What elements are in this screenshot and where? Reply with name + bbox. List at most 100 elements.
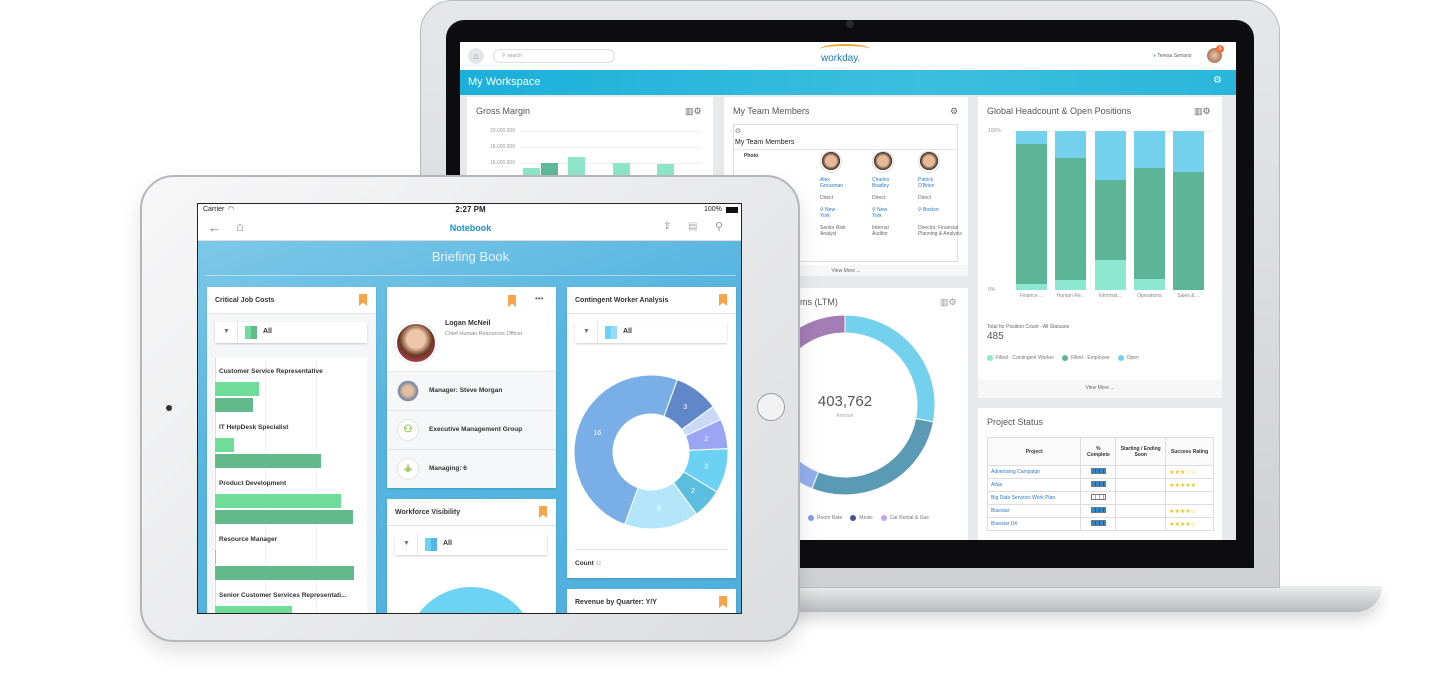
chart-gear-icon[interactable]: ▥⚙ [940,297,957,307]
chart-gear-icon[interactable]: ▥⚙ [1194,106,1211,116]
table-row[interactable]: Bluestar ★★★★☆ [986,504,1214,518]
bookmark-icon[interactable] [359,294,367,306]
gear-icon[interactable]: ⚙ [1213,75,1222,86]
filter-dropdown[interactable]: ▼ All [575,322,727,343]
filter-dropdown[interactable]: ▼ All [215,322,367,343]
success-rating-stars: ★★★★☆ [1165,517,1214,531]
percent-complete-cell [1080,465,1117,479]
table-row[interactable]: Big Data Services Work Plan [986,491,1214,505]
job-cost-bar[interactable] [215,382,259,396]
search-placeholder: search [507,53,523,59]
nav-title: Notebook [449,223,492,233]
gridline [521,147,701,148]
chart-gear-icon[interactable]: ▥⚙ [685,106,702,116]
column-header[interactable]: % Complete [1080,437,1117,466]
ipad-home-button[interactable] [757,393,785,421]
table-row[interactable]: Advertising Campaign ★★★☆☆ [986,465,1214,479]
filter-dropdown[interactable]: ▼ All [395,534,547,555]
column-header[interactable]: Success Rating [1165,437,1214,466]
column-header[interactable]: Project [986,437,1082,466]
job-cost-bar[interactable] [215,438,234,452]
member-photo [918,151,940,173]
job-cost-bar[interactable] [215,454,321,468]
legend-item[interactable]: Car Rental & Gas [880,515,929,521]
managing-row[interactable]: ⚶ Managing: 6 [387,449,556,488]
job-cost-bar[interactable] [215,566,354,580]
critical-job-costs-card[interactable]: Critical Job Costs ▼ All Customer Service… [207,287,376,613]
search-icon[interactable]: ⚲ [715,221,724,233]
team-member[interactable]: Patrick O'Brien Direct ⚲ Boston Director, Fi… [918,151,968,237]
y-tick-label: 16,000,000 [489,160,515,166]
collapse-icon[interactable]: ⊙ [735,128,741,135]
table-row[interactable]: Bluestar UK ★★★★☆ [986,517,1214,531]
legend-item[interactable]: Meals [850,515,873,521]
job-label: Customer Service Representative [219,368,323,375]
legend-item[interactable]: Open [1117,355,1139,361]
member-name[interactable]: Patrick O'Brien [918,177,935,189]
card-title: Revenue by Quarter: Y/Y [567,589,736,613]
view-more-link[interactable]: View More ... [724,265,968,276]
project-name-link[interactable]: Bluestar UK [986,517,1082,531]
expense-slice[interactable] [811,417,934,496]
notification-badge[interactable]: 3 [1216,45,1224,53]
legend-item[interactable]: Filled - Employee [1062,355,1110,361]
profile-title: Chief Human Resources Officer [445,331,523,337]
headcount-bar-segment [1016,143,1047,284]
back-arrow-icon[interactable]: ← [208,220,221,235]
gear-icon[interactable]: ⚙ [950,106,959,116]
slice-label: 5 [657,506,661,513]
legend-item[interactable]: Room Rate [808,515,842,521]
job-cost-bar[interactable] [215,398,253,412]
project-name-link[interactable]: Advertising Campaign [986,465,1082,479]
project-name-link[interactable]: Atlas [986,478,1082,492]
bookmark-icon[interactable] [539,506,547,518]
column-header[interactable]: Starting / Ending Soon [1115,437,1167,466]
contingent-slice[interactable] [573,374,678,525]
member-role: Internal Auditor [872,225,889,237]
table-row[interactable]: Atlas ★★★★★ [986,478,1214,492]
member-location[interactable]: ⚲ New York [872,207,888,219]
legend-item[interactable]: Filled - Contingent Worker [987,355,1054,361]
x-tick-label: Informat... [1098,293,1122,299]
member-type: Direct [872,195,886,201]
home-button[interactable]: ⌂ [468,48,484,64]
team-member[interactable]: Alex Grossman Direct ⚲ New York Senior Risk A… [820,151,870,237]
workforce-visibility-card[interactable]: Workforce Visibility ▼ All [387,499,556,613]
manager-row[interactable]: Manager: Steve Morgan [387,371,556,410]
bookmark-icon[interactable] [719,294,727,306]
member-location[interactable]: ⚲ New York [820,207,836,219]
card-title: My Team Members [733,106,810,116]
revenue-card[interactable]: Revenue by Quarter: Y/Y [567,589,736,613]
view-more-link[interactable]: View More ... [978,380,1222,398]
card-title: Gross Margin [476,106,531,116]
job-cost-bar[interactable] [215,494,341,508]
workday-logo-arc [820,44,870,54]
legend-dot-icon [880,515,887,521]
group-row[interactable]: ⚇ Executive Management Group [387,410,556,449]
member-name[interactable]: Charles Bradley [872,177,890,189]
headcount-bar-segment [1055,131,1087,159]
team-member[interactable]: Charles Bradley Direct ⚲ New York Internal Au… [872,151,922,237]
home-icon[interactable]: ⌂ [236,219,244,234]
member-photo [872,151,894,173]
more-options-icon[interactable]: ••• [535,294,544,303]
contingent-worker-card[interactable]: Contingent Worker Analysis ▼ All 3 2 3 2 5 16 … [567,287,736,578]
member-location[interactable]: ⚲ Boston [918,207,939,213]
legend-dot-icon [1062,355,1068,361]
job-cost-bar[interactable] [215,606,292,613]
search-input[interactable]: ⚲ search [493,49,615,63]
group-icon: ⚇ [397,419,419,441]
bookmark-icon[interactable] [719,596,727,608]
project-name-link[interactable]: Big Data Services Work Plan [986,491,1082,505]
user-name[interactable]: ● Teresa Serrano [1153,53,1192,59]
list-view-icon[interactable]: ▤ [688,221,698,232]
job-cost-bar[interactable] [215,550,216,564]
share-icon[interactable]: ⇪ [663,221,672,232]
job-cost-bar[interactable] [215,510,353,524]
top-bar: ⌂ ⚲ search workday. ● Teresa Serrano 3 [460,42,1236,70]
dropdown-arrow-icon: ▼ [403,540,410,547]
project-name-link[interactable]: Bluestar [986,504,1082,518]
profile-card[interactable]: ••• Logan McNeil Chief Human Resources O… [387,287,556,488]
bookmark-icon[interactable] [508,295,516,307]
member-name[interactable]: Alex Grossman [820,177,844,189]
